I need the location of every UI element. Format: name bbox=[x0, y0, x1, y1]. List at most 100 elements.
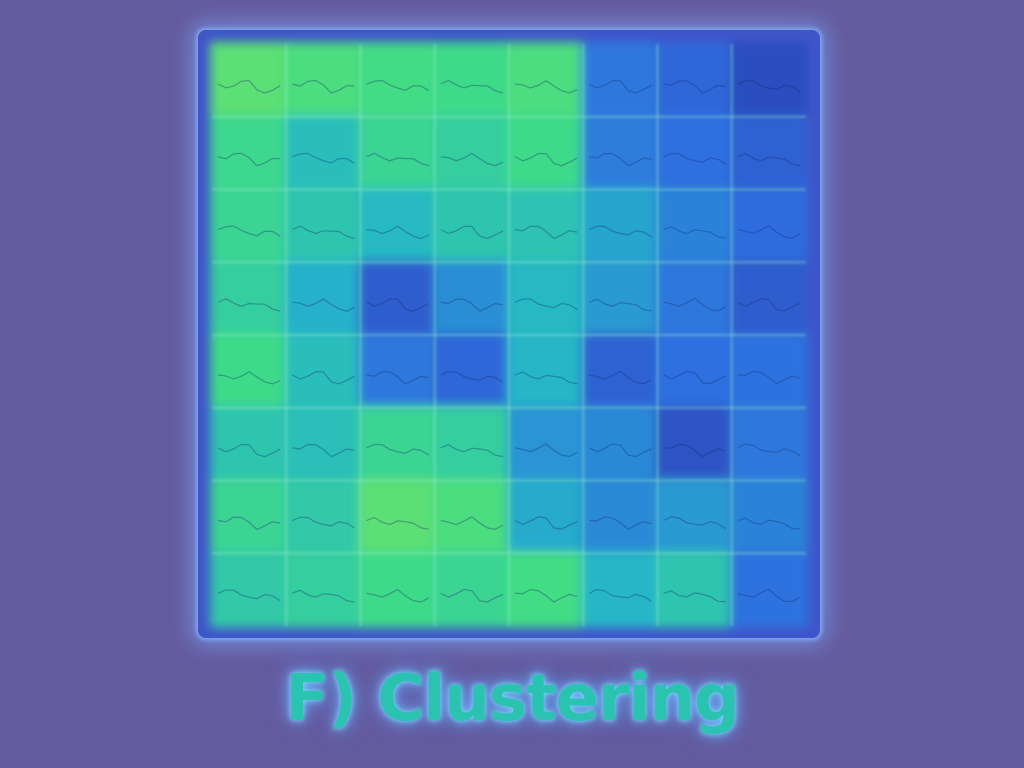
heatmap-cell bbox=[655, 187, 734, 265]
cell-waveform bbox=[514, 79, 578, 94]
heatmap-cell bbox=[581, 260, 660, 337]
heatmap-cell bbox=[358, 187, 437, 265]
cell-waveform bbox=[588, 80, 652, 94]
heatmap-cell bbox=[284, 260, 363, 337]
cell-waveform bbox=[217, 298, 281, 312]
heatmap-cell bbox=[358, 260, 437, 337]
heatmap-cell bbox=[507, 187, 586, 265]
cell-waveform bbox=[292, 79, 355, 94]
cell-waveform bbox=[366, 588, 430, 603]
heatmap-cell bbox=[358, 42, 437, 119]
cell-waveform bbox=[440, 298, 504, 312]
cell-waveform bbox=[589, 225, 652, 238]
cell-waveform bbox=[514, 588, 578, 603]
cell-waveform bbox=[514, 443, 578, 458]
heatmap-cell bbox=[729, 405, 808, 483]
cell-waveform bbox=[663, 370, 727, 385]
cell-waveform bbox=[366, 152, 429, 167]
heatmap-cell bbox=[210, 478, 289, 556]
heatmap-cell bbox=[358, 551, 437, 628]
cell-waveform bbox=[440, 371, 504, 383]
heatmap-cell bbox=[432, 187, 511, 265]
heatmap-cell bbox=[581, 478, 660, 556]
heatmap-cell bbox=[581, 333, 660, 410]
cell-waveform bbox=[588, 588, 652, 602]
heatmap-cell bbox=[432, 551, 511, 628]
heatmap-cell bbox=[581, 551, 660, 628]
heatmap-cell bbox=[729, 551, 808, 628]
cell-waveform bbox=[737, 153, 801, 167]
cell-waveform bbox=[514, 152, 578, 167]
cell-waveform bbox=[663, 516, 727, 530]
cell-waveform bbox=[663, 297, 727, 312]
heatmap-cell bbox=[210, 405, 289, 483]
heatmap-cell bbox=[655, 42, 734, 119]
heatmap-cell bbox=[284, 333, 363, 410]
heatmap-cell bbox=[507, 478, 586, 556]
cell-waveform bbox=[514, 516, 578, 530]
cell-waveform bbox=[514, 298, 578, 311]
cell-waveform bbox=[737, 588, 801, 603]
heatmap-cell bbox=[432, 405, 511, 483]
cell-waveform bbox=[589, 370, 652, 385]
cell-waveform bbox=[292, 225, 355, 240]
heatmap-cell bbox=[507, 333, 586, 410]
heatmap-cell bbox=[655, 478, 734, 556]
cell-waveform bbox=[440, 152, 504, 167]
heatmap-cell bbox=[729, 260, 808, 337]
heatmap-cell bbox=[284, 114, 363, 192]
heatmap-cell bbox=[729, 333, 808, 410]
cell-waveform bbox=[737, 517, 801, 530]
cell-waveform bbox=[737, 443, 801, 457]
cell-waveform bbox=[217, 152, 281, 167]
cell-waveform bbox=[366, 371, 429, 385]
cell-waveform bbox=[291, 371, 355, 385]
heatmap-cell bbox=[358, 333, 437, 410]
heatmap-cell bbox=[210, 260, 289, 337]
cell-waveform bbox=[663, 152, 727, 165]
cell-waveform bbox=[292, 152, 355, 164]
cell-waveform bbox=[589, 152, 652, 167]
heatmap-cell bbox=[729, 42, 808, 119]
heatmap-cell bbox=[655, 551, 734, 628]
cell-waveform bbox=[217, 225, 281, 237]
heatmap-cell bbox=[655, 333, 734, 410]
cell-waveform bbox=[440, 588, 504, 603]
cell-waveform bbox=[663, 590, 726, 603]
heatmap-gridlines bbox=[212, 44, 806, 626]
cell-waveform bbox=[440, 516, 504, 530]
cell-waveform bbox=[292, 443, 355, 458]
heatmap-cell bbox=[581, 114, 660, 192]
cell-waveform bbox=[663, 80, 726, 94]
heatmap-cell bbox=[210, 333, 289, 410]
cell-waveform bbox=[292, 589, 355, 603]
heatmap-cell bbox=[507, 114, 586, 192]
cell-waveform bbox=[217, 589, 281, 602]
cell-waveform bbox=[366, 298, 430, 312]
heatmap-cell bbox=[655, 260, 734, 337]
cell-waveform bbox=[663, 443, 726, 458]
heatmap-cell bbox=[284, 405, 363, 483]
heatmap-cell bbox=[581, 187, 660, 265]
heatmap-cell bbox=[284, 42, 363, 119]
heatmap-cell bbox=[210, 114, 289, 192]
cell-waveform bbox=[514, 225, 578, 240]
heatmap-cell bbox=[284, 478, 363, 556]
cell-waveform bbox=[737, 297, 801, 312]
heatmap-cell bbox=[507, 405, 586, 483]
heatmap-cell bbox=[358, 114, 437, 192]
heatmap-cell bbox=[507, 551, 586, 628]
heatmap-cell bbox=[358, 405, 437, 483]
cell-waveform bbox=[366, 516, 429, 530]
cell-waveform bbox=[440, 444, 504, 458]
heatmap-cell bbox=[432, 260, 511, 337]
cell-waveform bbox=[737, 225, 801, 239]
cell-waveform bbox=[217, 370, 281, 385]
cell-waveform bbox=[366, 79, 430, 92]
cell-waveform bbox=[589, 516, 652, 530]
heatmap-cell bbox=[507, 42, 586, 119]
cell-waveform bbox=[514, 371, 578, 385]
cell-waveform bbox=[217, 79, 281, 94]
heatmap-cell bbox=[432, 333, 511, 410]
heatmap-cell bbox=[210, 551, 289, 628]
